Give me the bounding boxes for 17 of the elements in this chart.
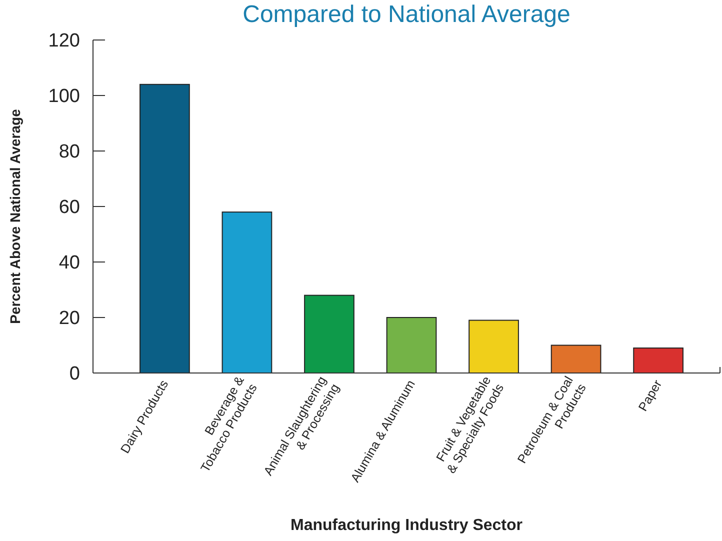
y-tick-label: 20 — [58, 308, 80, 330]
bar — [140, 84, 190, 374]
y-tick-label: 120 — [48, 30, 80, 52]
bar — [468, 320, 519, 374]
bar — [304, 294, 354, 374]
y-tick-label: 0 — [69, 364, 80, 385]
y-axis-title: Percent Above National Average — [7, 108, 23, 324]
bar — [222, 212, 272, 374]
y-tick-label: 60 — [58, 197, 80, 218]
bar — [386, 317, 437, 374]
y-tick-label: 40 — [58, 252, 80, 274]
y-tick-label: 80 — [58, 142, 80, 163]
bar — [633, 348, 684, 374]
x-axis-title: Manufacturing Industry Sector — [290, 517, 523, 534]
y-tick-label: 100 — [48, 86, 80, 108]
bar — [550, 344, 602, 374]
chart-title: Compared to National Average — [242, 1, 570, 28]
